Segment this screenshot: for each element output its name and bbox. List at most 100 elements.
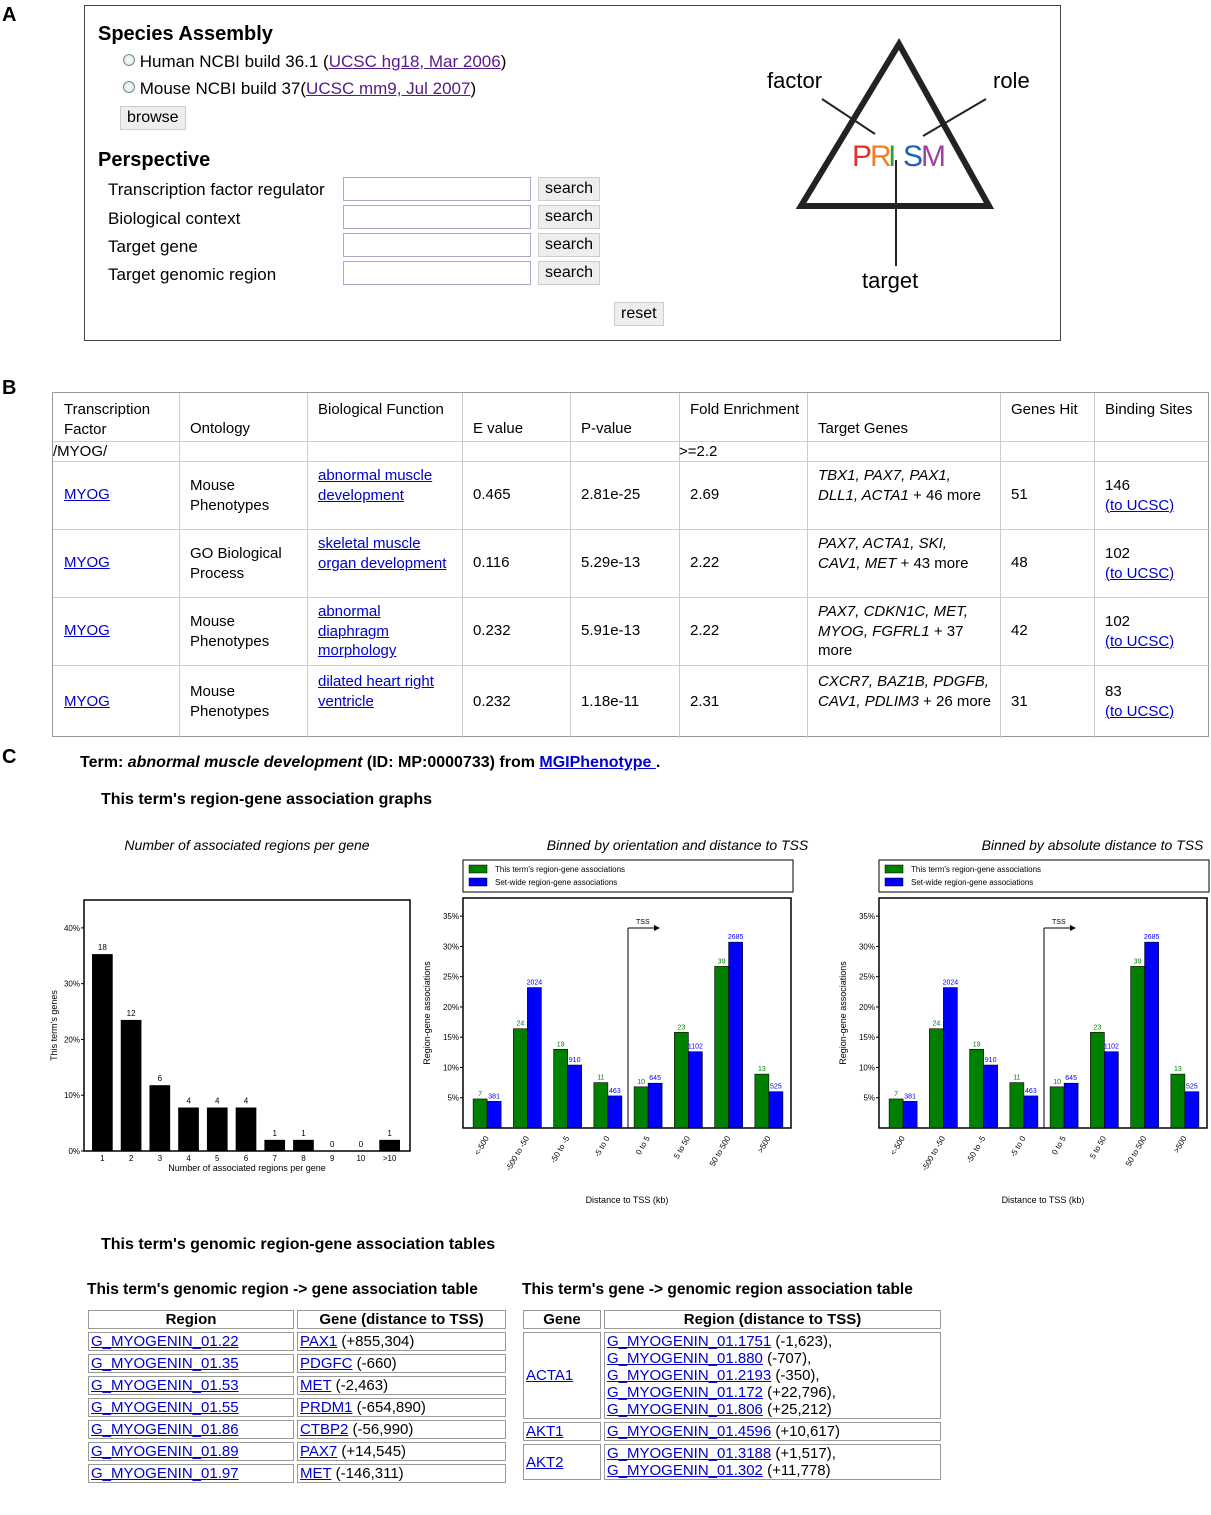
region-link[interactable]: G_MYOGENIN_01.1751 (607, 1333, 772, 1350)
bar-label: 2685 (728, 934, 744, 941)
region-link[interactable]: G_MYOGENIN_01.880 (607, 1350, 763, 1367)
gene-link[interactable]: MET (300, 1465, 332, 1482)
target-region-input[interactable] (343, 261, 531, 285)
bar-label: 13 (1174, 1066, 1182, 1073)
bar (1104, 1051, 1119, 1129)
region-link[interactable]: G_MYOGENIN_01.2193 (607, 1367, 772, 1384)
region-link[interactable]: G_MYOGENIN_01.806 (607, 1401, 763, 1418)
mouse-option[interactable]: Mouse NCBI build 37(UCSC mm9, Jul 2007) (123, 79, 476, 99)
region-link[interactable]: G_MYOGENIN_01.3188 (607, 1445, 772, 1462)
human-option[interactable]: Human NCBI build 36.1 (UCSC hg18, Mar 20… (123, 52, 506, 72)
target-genes-list: CXCR7, BAZ1B, PDGFB, CAV1, PDLIM3 (818, 673, 989, 710)
tf-regulator-input[interactable] (343, 177, 531, 201)
gene-link[interactable]: AKT2 (526, 1453, 564, 1471)
header-0: Transcription Factor (64, 401, 151, 438)
table-row: G_MYOGENIN_01.22 PAX1 (+855,304) (88, 1332, 506, 1351)
gene-column-header: Gene (distance to TSS) (297, 1310, 506, 1329)
to-ucsc-link[interactable]: (to UCSC) (1105, 496, 1175, 514)
mm9-link[interactable]: UCSC mm9, Jul 2007 (306, 79, 471, 98)
function-link[interactable]: abnormal muscle development (318, 467, 433, 504)
hg18-link[interactable]: UCSC hg18, Mar 2006 (328, 52, 501, 71)
gene-link[interactable]: PRDM1 (300, 1399, 353, 1416)
gene-link[interactable]: ACTA1 (526, 1367, 574, 1384)
region-link[interactable]: G_MYOGENIN_01.86 (91, 1421, 239, 1438)
bar (379, 1139, 400, 1151)
biological-context-label: Biological context (108, 209, 241, 228)
column-divider (1094, 393, 1095, 738)
bar (206, 1107, 228, 1151)
tf-link[interactable]: MYOG (64, 554, 110, 571)
gene-link[interactable]: AKT1 (526, 1423, 564, 1440)
fold-enrichment-cell: 2.22 (690, 554, 720, 571)
region-link[interactable]: G_MYOGENIN_01.89 (91, 1443, 239, 1460)
x-tick-label: -5 to 0 (1008, 1134, 1027, 1159)
region-link[interactable]: G_MYOGENIN_01.172 (607, 1384, 763, 1401)
graphs-heading: This term's region-gene association grap… (101, 791, 432, 808)
legend-box (878, 859, 1210, 893)
tf-regulator-search-button[interactable]: search (538, 177, 601, 201)
human-radio[interactable] (123, 54, 135, 66)
x-tick-label: 5 to 50 (672, 1134, 692, 1160)
reset-button[interactable]: reset (614, 302, 664, 326)
column-divider (179, 393, 180, 738)
function-link[interactable]: dilated heart right ventricle (318, 673, 434, 710)
table-row: G_MYOGENIN_01.53 MET (-2,463) (88, 1376, 506, 1395)
bar-label: 0 (359, 1140, 364, 1149)
genes-hit-cell: 51 (1011, 486, 1028, 503)
gene-link[interactable]: MET (300, 1377, 332, 1394)
target-gene-input[interactable] (343, 233, 531, 257)
region-link[interactable]: G_MYOGENIN_01.22 (91, 1333, 239, 1350)
region-link[interactable]: G_MYOGENIN_01.55 (91, 1399, 239, 1416)
biological-context-search-button[interactable]: search (538, 205, 601, 229)
mgi-phenotype-link[interactable]: MGIPhenotype (539, 754, 656, 771)
gene-link[interactable]: PDGFC (300, 1355, 353, 1372)
x-tick-label: -500 to -50 (920, 1134, 947, 1172)
y-tick-label: 15% (859, 1033, 875, 1042)
gene-link[interactable]: CTBP2 (300, 1421, 349, 1438)
bar (92, 954, 113, 1151)
p-value-cell: 1.18e-11 (581, 693, 640, 710)
region-link[interactable]: G_MYOGENIN_01.53 (91, 1377, 239, 1394)
bar-label: 645 (649, 1075, 661, 1082)
tf-link[interactable]: MYOG (64, 486, 110, 503)
region-link[interactable]: G_MYOGENIN_01.302 (607, 1462, 763, 1479)
region-link[interactable]: G_MYOGENIN_01.97 (91, 1465, 239, 1482)
ontology-cell: GO Biological Process (190, 545, 282, 582)
region-distance: (+11,778) (762, 1462, 831, 1479)
column-divider (307, 393, 308, 738)
search-panel: Species Assembly Human NCBI build 36.1 (… (84, 5, 1061, 341)
to-ucsc-link[interactable]: (to UCSC) (1105, 702, 1175, 720)
biological-context-input[interactable] (343, 205, 531, 229)
target-genes-list: TBX1, PAX7, PAX1, DLL1, ACTA1 (818, 467, 951, 504)
bar (264, 1139, 286, 1151)
tf-link[interactable]: MYOG (64, 622, 110, 639)
region-distance: (-707), (762, 1350, 812, 1367)
to-ucsc-link[interactable]: (to UCSC) (1105, 632, 1175, 650)
gene-link[interactable]: PAX7 (300, 1443, 338, 1460)
mouse-radio[interactable] (123, 81, 135, 93)
function-link[interactable]: skeletal muscle organ development (318, 535, 447, 572)
target-gene-search-button[interactable]: search (538, 233, 601, 257)
gene-distance: (+855,304) (337, 1333, 415, 1350)
bar (1049, 1086, 1065, 1129)
bar-label: 2685 (1144, 934, 1160, 941)
region-distance: (+10,617) (771, 1423, 841, 1440)
to-ucsc-link[interactable]: (to UCSC) (1105, 564, 1175, 582)
x-axis-label: Number of associated regions per gene (168, 1163, 326, 1173)
region-link[interactable]: G_MYOGENIN_01.35 (91, 1355, 239, 1372)
browse-button[interactable]: browse (120, 106, 186, 130)
bar (593, 1082, 609, 1129)
human-close: ) (500, 52, 507, 71)
bar-label: 24 (932, 1021, 940, 1028)
bar-label: 4 (215, 1096, 220, 1105)
e-value-cell: 0.465 (473, 486, 511, 503)
gene-distance: (+14,545) (337, 1443, 407, 1460)
region-link[interactable]: G_MYOGENIN_01.4596 (607, 1423, 772, 1440)
target-region-search-button[interactable]: search (538, 261, 601, 285)
bar-label: 12 (127, 1009, 136, 1018)
tf-link[interactable]: MYOG (64, 693, 110, 710)
bar-label: 24 (516, 1021, 524, 1028)
function-link[interactable]: abnormal diaphragm morphology (318, 603, 397, 659)
gene-link[interactable]: PAX1 (300, 1333, 338, 1350)
bar (768, 1091, 784, 1129)
